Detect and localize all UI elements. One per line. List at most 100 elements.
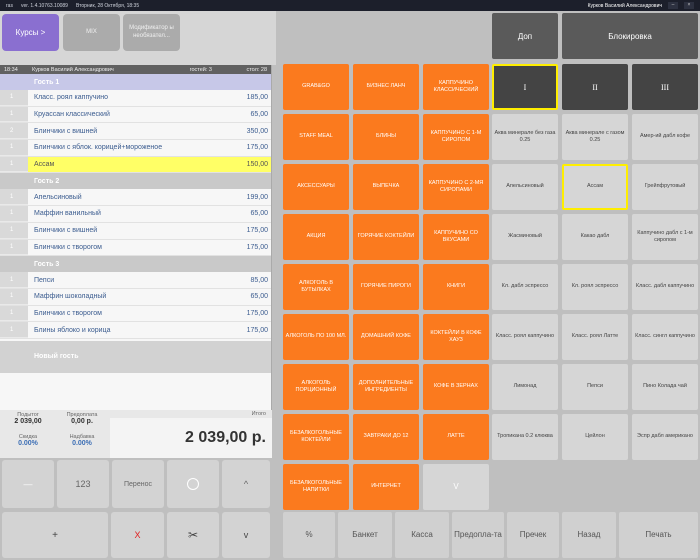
guest-header[interactable]: Гость 2: [0, 173, 271, 190]
category-scroll-down-button[interactable]: V: [423, 464, 489, 510]
category-button[interactable]: КОФЕ В ЗЕРНАХ: [423, 364, 489, 410]
product-button[interactable]: Эспр дабл американо: [632, 414, 698, 460]
category-button[interactable]: STAFF MEAL: [283, 114, 349, 160]
scroll-up-button[interactable]: ^: [222, 460, 270, 508]
category-button[interactable]: КАППУЧИНО КЛАССИЧЕСКИЙ: [423, 64, 489, 110]
cash-button[interactable]: Касса: [395, 512, 449, 558]
close-icon[interactable]: ×: [684, 2, 694, 9]
category-button[interactable]: БЕЗАЛКОГОЛЬНЫЕ КОКТЕЙЛИ: [283, 414, 349, 460]
minus-button[interactable]: —: [2, 460, 54, 508]
category-button[interactable]: КНИГИ: [423, 264, 489, 310]
category-button[interactable]: ДОМАШНИЙ КОФЕ: [353, 314, 419, 360]
order-row[interactable]: 1 Ассам 150,00: [0, 156, 271, 174]
category-button[interactable]: АЛКОГОЛЬ В БУТЫЛКАХ: [283, 264, 349, 310]
product-button[interactable]: Ассам: [562, 164, 628, 210]
print-button[interactable]: Печать: [619, 512, 698, 558]
item-quantity: 1: [0, 189, 28, 206]
product-button[interactable]: Аква минерале без газа 0.25: [492, 114, 558, 160]
category-button[interactable]: БИЗНЕС ЛАНЧ: [353, 64, 419, 110]
comment-icon: [187, 478, 199, 490]
category-button[interactable]: ВЫПЕЧКА: [353, 164, 419, 210]
category-button[interactable]: КОКТЕЙЛИ В КОФЕ ХАУЗ: [423, 314, 489, 360]
category-button[interactable]: КАППУЧИНО С 1-М СИРОПОМ: [423, 114, 489, 160]
category-button[interactable]: БЕЗАЛКОГОЛЬНЫЕ НАПИТКИ: [283, 464, 349, 510]
guest-header[interactable]: Гость 3: [0, 256, 271, 273]
mix-button[interactable]: MIX: [63, 14, 120, 51]
category-button[interactable]: КАППУЧИНО СО ВКУСАМИ: [423, 214, 489, 260]
block-button[interactable]: Блокировка: [562, 13, 698, 59]
product-button[interactable]: Кл. дабл эспрессо: [492, 264, 558, 310]
discount-label: Скидка: [18, 434, 38, 440]
order-row[interactable]: 1 Блины яблоко и корица 175,00: [0, 322, 271, 339]
order-row[interactable]: 1 Блинчики с творогом 175,00: [0, 305, 271, 323]
category-button[interactable]: КАППУЧИНО С 2-МЯ СИРОПАМИ: [423, 164, 489, 210]
product-button[interactable]: Грейпфрутовый: [632, 164, 698, 210]
product-button[interactable]: Пино Колада чай: [632, 364, 698, 410]
course-tab[interactable]: II: [562, 64, 628, 110]
category-button[interactable]: ИНТЕРНЕТ: [353, 464, 419, 510]
modifiers-button[interactable]: Модификатор ы необязател...: [123, 14, 180, 51]
product-button[interactable]: Класс. сингл каппучино: [632, 314, 698, 360]
total-label: Итого: [251, 411, 266, 417]
order-row[interactable]: 1 Апельсиновый 199,00: [0, 189, 271, 207]
category-button[interactable]: ЗАВТРАКИ ДО 12: [353, 414, 419, 460]
split-button[interactable]: ✂: [167, 512, 219, 558]
category-button[interactable]: ЛАТТЕ: [423, 414, 489, 460]
quantity-button[interactable]: 123: [57, 460, 109, 508]
prepay-button[interactable]: Предопла-та: [452, 512, 504, 558]
category-button[interactable]: АКСЕССУАРЫ: [283, 164, 349, 210]
comment-button[interactable]: [167, 460, 219, 508]
scroll-down-button[interactable]: v: [222, 512, 270, 558]
order-row[interactable]: 1 Блинчики с вишней 175,00: [0, 222, 271, 240]
precheck-button[interactable]: Пречек: [507, 512, 559, 558]
category-button[interactable]: АЛКОГОЛЬ ПОРЦИОННЫЙ: [283, 364, 349, 410]
product-button[interactable]: Апельсиновый: [492, 164, 558, 210]
product-button[interactable]: Каппучино дабл с 1-м сиропом: [632, 214, 698, 260]
course-tab[interactable]: I: [492, 64, 558, 110]
product-button[interactable]: Класс. роял каппучино: [492, 314, 558, 360]
category-button[interactable]: ДОПОЛНИТЕЛЬНЫЕ ИНГРЕДИЕНТЫ: [353, 364, 419, 410]
banquet-button[interactable]: Банкет: [338, 512, 392, 558]
product-button[interactable]: Тропикана 0.2 клюква: [492, 414, 558, 460]
category-button[interactable]: АКЦИЯ: [283, 214, 349, 260]
order-row[interactable]: 1 Круассан классический 65,00: [0, 106, 271, 124]
discount-value[interactable]: 0.00%: [18, 440, 38, 447]
product-button[interactable]: Класс. дабл каппучино: [632, 264, 698, 310]
courses-button[interactable]: Курсы >: [2, 14, 59, 51]
back-button[interactable]: Назад: [562, 512, 616, 558]
product-button[interactable]: Пепси: [562, 364, 628, 410]
add-button[interactable]: +: [2, 512, 108, 558]
product-button[interactable]: Аква минерале с газом 0.25: [562, 114, 628, 160]
guest-header[interactable]: Гость 1: [0, 74, 271, 90]
product-button[interactable]: Амер-ий дабл кофе: [632, 114, 698, 160]
extra-button[interactable]: Доп: [492, 13, 558, 59]
category-button[interactable]: БЛИНЫ: [353, 114, 419, 160]
new-guest-button[interactable]: Новый гость: [0, 340, 271, 373]
order-row[interactable]: 1 Класс. роял каппучино 185,00: [0, 90, 271, 107]
product-button[interactable]: Цейлон: [562, 414, 628, 460]
category-button[interactable]: ГОРЯЧИЕ ПИРОГИ: [353, 264, 419, 310]
order-row[interactable]: 1 Маффин шоколадный 65,00: [0, 288, 271, 306]
order-row[interactable]: 1 Блинчики с творогом 175,00: [0, 239, 271, 257]
minimize-icon[interactable]: –: [668, 2, 678, 9]
cancel-button[interactable]: X: [111, 512, 164, 558]
order-row[interactable]: 1 Пепси 85,00: [0, 272, 271, 289]
category-button[interactable]: АЛКОГОЛЬ по 100 мл.: [283, 314, 349, 360]
product-button[interactable]: Лимонад: [492, 364, 558, 410]
transfer-button[interactable]: Перенос: [112, 460, 164, 508]
product-button[interactable]: Жасминовый: [492, 214, 558, 260]
product-button[interactable]: Кл. роял эспрессо: [562, 264, 628, 310]
item-quantity: 1: [0, 239, 28, 256]
order-row[interactable]: 1 Маффин ванильный 65,00: [0, 206, 271, 223]
percent-button[interactable]: %: [283, 512, 335, 558]
product-button[interactable]: Какао дабл: [562, 214, 628, 260]
category-button[interactable]: GRAB&GO: [283, 64, 349, 110]
item-quantity: 1: [0, 156, 28, 173]
order-row[interactable]: 2 Блинчики с вишней 350,00: [0, 123, 271, 141]
product-button[interactable]: Класс. роял Латте: [562, 314, 628, 360]
item-name: Пепси: [34, 276, 55, 284]
order-row[interactable]: 1 Блинчики с яблок. корицей+мороженое 175,…: [0, 140, 271, 157]
course-tab[interactable]: III: [632, 64, 698, 110]
markup-value[interactable]: 0.00%: [72, 440, 92, 447]
category-button[interactable]: ГОРЯЧИЕ КОКТЕЙЛИ: [353, 214, 419, 260]
